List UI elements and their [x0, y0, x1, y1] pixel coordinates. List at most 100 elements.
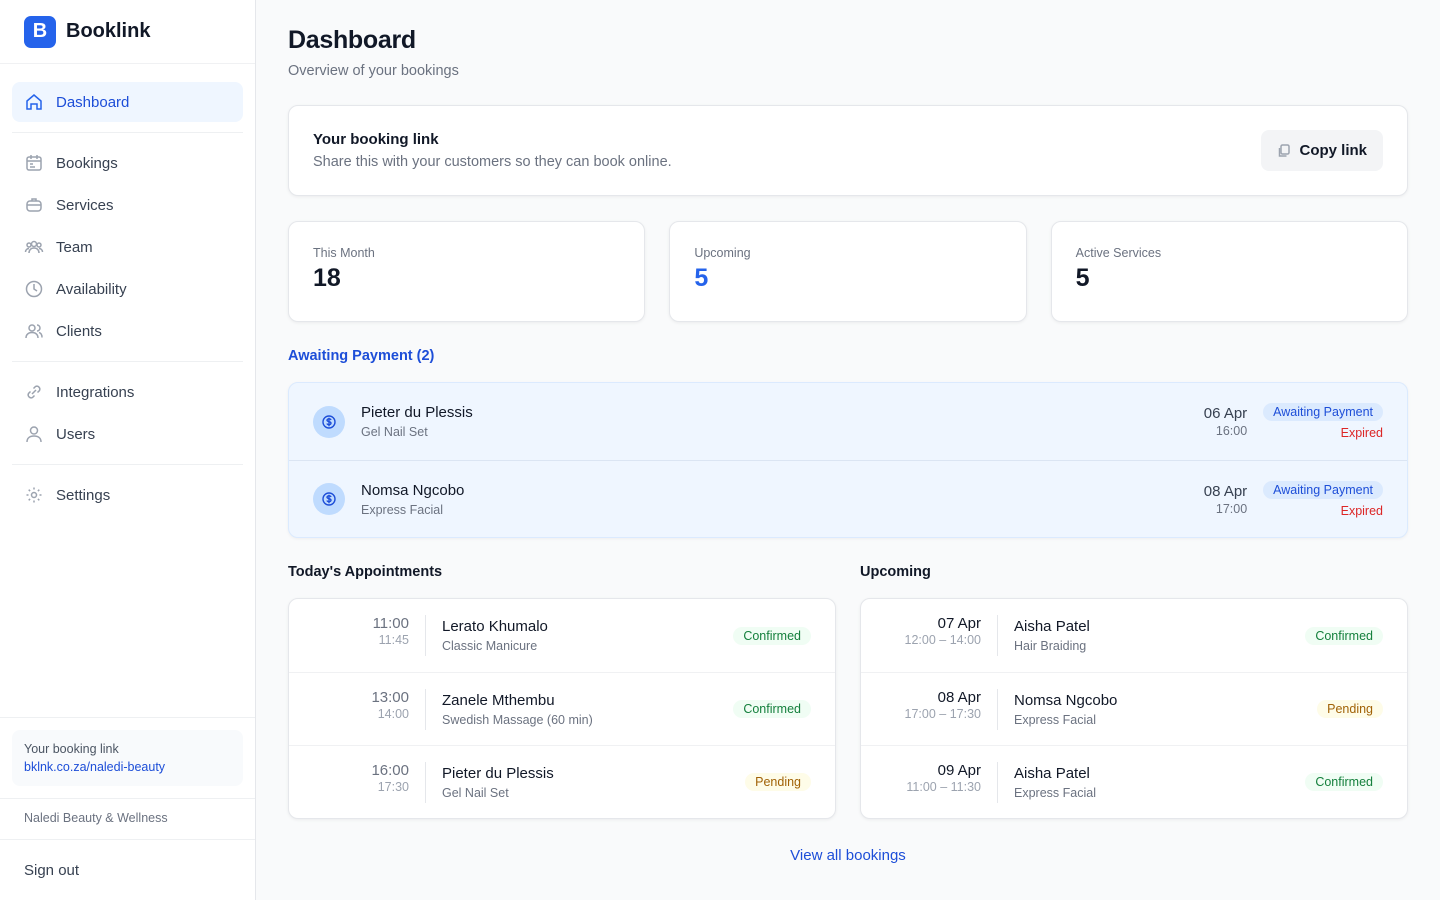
customer: Aisha Patel Hair Braiding [998, 618, 1305, 653]
customer-name: Pieter du Plessis [442, 764, 554, 782]
nav-item[interactable]: Bookings [12, 143, 243, 183]
time: 16:00 [1215, 424, 1248, 438]
status-badge: Confirmed [1305, 773, 1383, 791]
customer-name: Aisha Patel [1014, 618, 1090, 635]
nav-item[interactable]: Dashboard [12, 82, 243, 122]
stat-label: This Month [313, 246, 375, 260]
copy-link-button[interactable]: Copy link [1261, 130, 1383, 171]
status-badge: Confirmed [1305, 626, 1383, 645]
nav-item[interactable]: Availability [12, 269, 243, 309]
stat-value: 5 [1075, 264, 1090, 292]
customer: Nomsa Ngcobo Express Facial [361, 482, 1204, 517]
today-column: Today's Appointments 11:00 11:45 Lerato Kh… [288, 538, 836, 819]
time-sub: 17:00 – 17:30 [904, 706, 981, 721]
nav-label: Availability [56, 280, 127, 298]
appointment-row[interactable]: 07 Apr 12:00 – 14:00 Aisha Patel Hair Braid… [861, 599, 1407, 672]
booking-link-card: Your booking link Share this with your c… [288, 105, 1408, 196]
nav-icon [27, 385, 41, 399]
nav-group: Integrations Users [12, 361, 243, 464]
stat-value: 18 [313, 264, 341, 292]
date-time: 06 Apr 16:00 [1204, 405, 1247, 438]
appointment-row[interactable]: 09 Apr 11:00 – 11:30 Aisha Patel Express Fa… [861, 745, 1407, 818]
date: 08 Apr [1203, 482, 1248, 500]
stat-value: 5 [694, 264, 709, 292]
sidebar-link-url[interactable]: bklnk.co.za/naledi-beauty [24, 760, 166, 774]
nav-item[interactable]: Settings [12, 475, 243, 515]
status-badge: Confirmed [733, 626, 811, 645]
appointment-row[interactable]: 13:00 14:00 Zanele Mthembu Swedish Massage … [289, 672, 835, 745]
nav-icon [26, 426, 42, 443]
awaiting-title: Awaiting Payment (2) [288, 348, 435, 364]
status-badge: Pending [1317, 700, 1383, 718]
section-title: Upcoming [860, 564, 931, 580]
expired-label: Expired [1340, 426, 1383, 440]
business-name: Naledi Beauty & Wellness [0, 798, 255, 840]
appointment-time: 13:00 14:00 [289, 688, 426, 730]
badges: Awaiting Payment Expired [1263, 480, 1383, 518]
nav-group: Settings [12, 464, 243, 525]
stat-label: Active Services [1075, 246, 1162, 260]
customer-name: Zanele Mthembu [442, 691, 555, 709]
view-all-link[interactable]: View all bookings [790, 847, 906, 864]
status-badge: Awaiting Payment [1263, 480, 1383, 499]
customer: Pieter du Plessis Gel Nail Set [361, 404, 1204, 439]
sign-out[interactable]: Sign out [24, 861, 80, 879]
time-main: 08 Apr [937, 688, 981, 706]
customer: Pieter du Plessis Gel Nail Set [426, 765, 745, 800]
nav-group: Dashboard [0, 64, 255, 132]
brand-name: Booklink [66, 20, 151, 42]
dollar-icon [322, 492, 336, 506]
time-main: 13:00 [371, 688, 409, 706]
nav-icon [26, 198, 42, 212]
nav-icon [25, 280, 43, 298]
nav-icon [25, 324, 43, 339]
nav-item[interactable]: Team [12, 227, 243, 267]
nav-item[interactable]: Integrations [12, 372, 243, 412]
copy-icon [1279, 143, 1291, 157]
appointment-time: 08 Apr 17:00 – 17:30 [861, 688, 998, 730]
service-name: Hair Braiding [1014, 639, 1087, 653]
upcoming-list: 07 Apr 12:00 – 14:00 Aisha Patel Hair Braid… [860, 598, 1408, 819]
customer-name: Nomsa Ngcobo [361, 481, 465, 499]
status-badge: Confirmed [733, 700, 811, 718]
nav-label: Integrations [56, 383, 135, 401]
time-sub: 11:45 [378, 633, 409, 647]
service-name: Gel Nail Set [442, 785, 509, 800]
payment-icon [313, 405, 345, 438]
upcoming-column: Upcoming 07 Apr 12:00 – 14:00 Aisha Patel H… [860, 538, 1408, 819]
nav-item[interactable]: Users [12, 414, 243, 454]
time-main: 09 Apr [937, 761, 981, 779]
stats: This Month 18 Upcoming 5 Active Services 5 [288, 221, 1408, 322]
customer: Lerato Khumalo Classic Manicure [426, 618, 733, 653]
badges: Awaiting Payment Expired [1263, 403, 1383, 440]
button-label: Copy link [1299, 142, 1367, 159]
nav-label: Team [56, 238, 93, 256]
main: Dashboard Overview of your bookings Your… [256, 0, 1440, 900]
customer: Aisha Patel Express Facial [998, 765, 1305, 800]
card-title: Your booking link [313, 131, 439, 148]
customer: Zanele Mthembu Swedish Massage (60 min) [426, 692, 733, 727]
appointment-row[interactable]: 11:00 11:45 Lerato Khumalo Classic Manicure… [289, 599, 835, 672]
nav-icon [26, 487, 42, 503]
customer-name: Aisha Patel [1014, 764, 1090, 782]
logo[interactable]: B [24, 15, 56, 48]
stat-card: Active Services 5 [1050, 221, 1408, 322]
awaiting-row[interactable]: Pieter du Plessis Gel Nail Set 06 Apr 16:00… [289, 383, 1407, 460]
nav-icon [24, 240, 44, 254]
nav-label: Settings [56, 486, 111, 504]
nav-label: Services [56, 196, 114, 214]
appointment-row[interactable]: 08 Apr 17:00 – 17:30 Nomsa Ngcobo Express F… [861, 672, 1407, 745]
appointment-row[interactable]: 16:00 17:30 Pieter du Plessis Gel Nail Set P… [289, 745, 835, 818]
nav-item[interactable]: Clients [12, 311, 243, 351]
nav-group: Bookings Services Team Availability Clients [12, 132, 243, 361]
columns: Today's Appointments 11:00 11:45 Lerato Kh… [288, 538, 1408, 819]
service-name: Swedish Massage (60 min) [442, 712, 593, 727]
service-name: Classic Manicure [442, 639, 538, 653]
awaiting-row[interactable]: Nomsa Ngcobo Express Facial 08 Apr 17:00 Awa… [289, 460, 1407, 537]
nav-item[interactable]: Services [12, 185, 243, 225]
nav-icon [26, 155, 42, 171]
payment-icon [313, 483, 345, 515]
customer-name: Nomsa Ngcobo [1014, 691, 1118, 709]
service-name: Express Facial [361, 502, 443, 517]
